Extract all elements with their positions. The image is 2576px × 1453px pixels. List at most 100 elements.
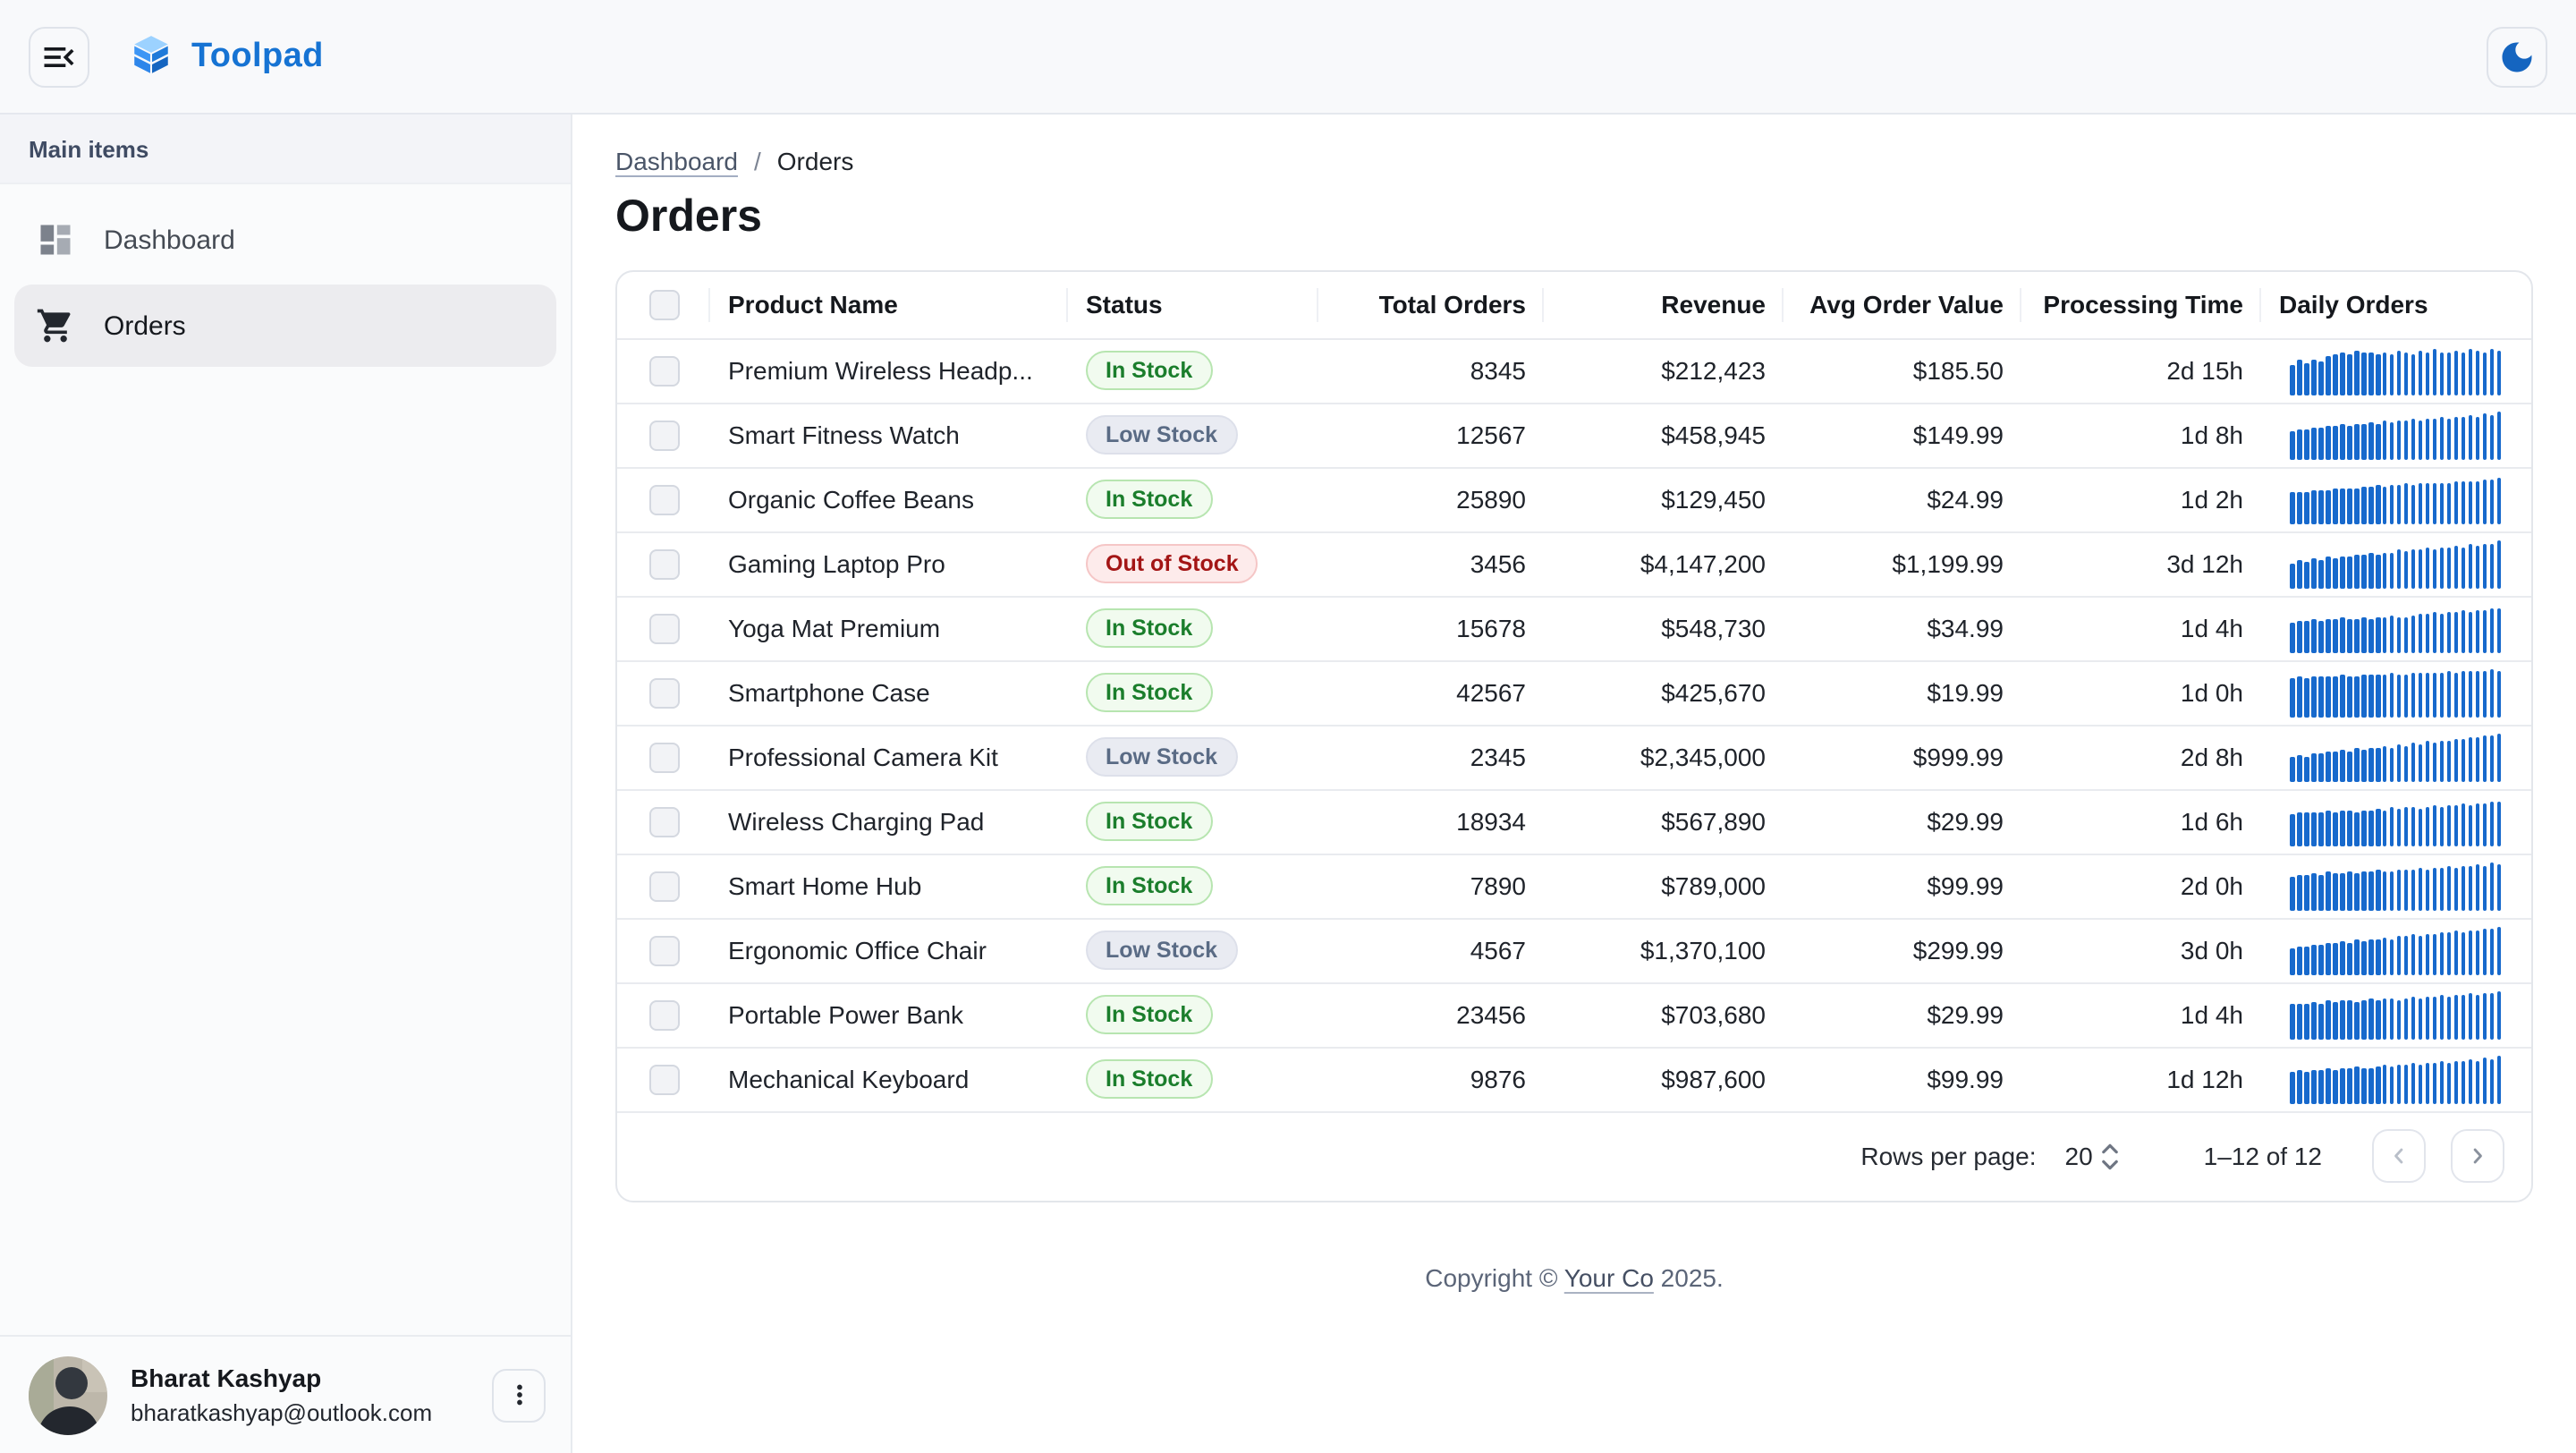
select-all-checkbox[interactable] <box>648 289 679 320</box>
row-checkbox[interactable] <box>648 806 679 837</box>
spark-bar <box>2403 483 2409 523</box>
orders-data-grid: Product Name Status Total Orders Revenue Avg… <box>615 270 2533 1202</box>
spark-bar <box>2332 354 2338 395</box>
row-checkbox[interactable] <box>648 1064 679 1094</box>
spark-bar <box>2318 489 2324 523</box>
revenue-cell: $212,423 <box>1544 338 1784 404</box>
table-row[interactable]: Professional Camera Kit Low Stock 2345 $2,3… <box>617 725 2531 790</box>
pagination-bar: Rows per page: 20 1–12 of 12 <box>617 1112 2531 1200</box>
column-header-label: Product Name <box>728 290 898 319</box>
table-row[interactable]: Ergonomic Office Chair Low Stock 4567 $1,37… <box>617 918 2531 983</box>
previous-page-button[interactable] <box>2372 1129 2426 1183</box>
spark-bar <box>2418 351 2423 395</box>
table-row[interactable]: Smart Home Hub In Stock 7890 $789,000 $99.99… <box>617 854 2531 919</box>
theme-toggle-button[interactable] <box>2487 26 2547 87</box>
row-checkbox[interactable] <box>648 871 679 901</box>
table-row[interactable]: Mechanical Keyboard In Stock 9876 $987,600 $… <box>617 1047 2531 1112</box>
chevron-right-icon <box>2473 1148 2482 1164</box>
table-row[interactable]: Yoga Mat Premium In Stock 15678 $548,730 $34… <box>617 596 2531 661</box>
spark-bar <box>2353 811 2360 845</box>
row-checkbox[interactable] <box>648 548 679 579</box>
status-cell: In Stock <box>1068 338 1318 404</box>
daily-orders-sparkline <box>2290 1055 2508 1103</box>
sidebar-item-dashboard[interactable]: Dashboard <box>14 199 556 281</box>
spark-bar <box>2482 803 2487 845</box>
sidebar-item-orders[interactable]: Orders <box>14 285 556 367</box>
spark-bar <box>2418 482 2423 523</box>
column-header-product-name[interactable]: Product Name <box>710 272 1068 339</box>
spark-bar <box>2461 1061 2466 1103</box>
row-checkbox[interactable] <box>648 484 679 514</box>
daily-orders-cell <box>2261 467 2531 532</box>
column-header-revenue[interactable]: Revenue <box>1544 272 1784 339</box>
table-row[interactable]: Smartphone Case In Stock 42567 $425,670 $19.… <box>617 660 2531 726</box>
spark-bar <box>2310 1069 2317 1103</box>
row-checkbox[interactable] <box>648 420 679 450</box>
table-row[interactable]: Smart Fitness Watch Low Stock 12567 $458,94… <box>617 403 2531 468</box>
spark-bar <box>2389 747 2394 781</box>
checkbox-cell <box>617 403 710 468</box>
spark-bar <box>2453 930 2459 974</box>
user-menu-button[interactable] <box>492 1368 546 1422</box>
rows-per-page-stepper[interactable] <box>2101 1143 2118 1169</box>
company-link[interactable]: Your Co <box>1563 1262 1654 1291</box>
checkbox-cell <box>617 338 710 404</box>
row-checkbox[interactable] <box>648 677 679 708</box>
spark-bar <box>2396 616 2402 652</box>
checkbox-cell <box>617 596 710 661</box>
spark-bar <box>2310 427 2317 459</box>
column-separator <box>2020 288 2021 321</box>
column-header-checkbox[interactable] <box>617 272 710 339</box>
spark-bar <box>2475 609 2480 652</box>
product-name-cell: Smartphone Case <box>710 660 1068 726</box>
row-checkbox[interactable] <box>648 935 679 965</box>
spark-bar <box>2310 1002 2317 1039</box>
status-cell: In Stock <box>1068 789 1318 854</box>
shopping-cart-icon <box>36 306 75 345</box>
table-row[interactable]: Gaming Laptop Pro Out of Stock 3456 $4,147,… <box>617 531 2531 597</box>
column-header-total-orders[interactable]: Total Orders <box>1318 272 1544 339</box>
row-checkbox[interactable] <box>648 742 679 772</box>
spark-bar <box>2310 752 2317 781</box>
table-row[interactable]: Premium Wireless Headp... In Stock 8345 $21… <box>617 338 2531 404</box>
spark-bar <box>2332 1069 2338 1103</box>
column-header-status[interactable]: Status <box>1068 272 1318 339</box>
spark-bar <box>2432 672 2437 717</box>
spark-bar <box>2368 811 2374 845</box>
spark-bar <box>2403 617 2409 652</box>
collapse-sidebar-button[interactable] <box>29 26 89 87</box>
spark-bar <box>2375 616 2380 652</box>
product-name-cell: Premium Wireless Headp... <box>710 338 1068 404</box>
table-row[interactable]: Portable Power Bank In Stock 23456 $703,680… <box>617 982 2531 1048</box>
spark-bar <box>2425 1062 2430 1103</box>
spark-bar <box>2475 803 2480 845</box>
spark-bar <box>2318 811 2324 845</box>
table-row[interactable]: Wireless Charging Pad In Stock 18934 $567,8… <box>617 789 2531 854</box>
column-header-processing-time[interactable]: Processing Time <box>2021 272 2261 339</box>
row-checkbox[interactable] <box>648 999 679 1030</box>
status-badge: Low Stock <box>1086 737 1238 777</box>
breadcrumb-link-dashboard[interactable]: Dashboard <box>615 147 738 175</box>
revenue-cell: $2,345,000 <box>1544 725 1784 790</box>
spark-bar <box>2389 871 2394 910</box>
spark-bar <box>2475 416 2480 459</box>
spark-bar <box>2353 1002 2360 1039</box>
next-page-button[interactable] <box>2451 1129 2504 1183</box>
row-checkbox[interactable] <box>648 613 679 643</box>
user-avatar[interactable] <box>29 1355 107 1434</box>
column-header-daily-orders[interactable]: Daily Orders <box>2261 272 2531 339</box>
column-header-avg-order-value[interactable]: Avg Order Value <box>1784 272 2021 339</box>
row-checkbox[interactable] <box>648 355 679 386</box>
spark-bar <box>2303 429 2309 459</box>
spark-bar <box>2318 1003 2324 1039</box>
total-orders-cell: 12567 <box>1318 403 1544 468</box>
brand[interactable]: Toolpad <box>129 34 324 79</box>
spark-bar <box>2303 947 2309 974</box>
rows-per-page-value[interactable]: 20 <box>2064 1142 2093 1170</box>
spark-bar <box>2346 618 2352 652</box>
spark-bar <box>2403 936 2409 974</box>
spark-bar <box>2411 672 2416 717</box>
spark-bar <box>2418 613 2423 652</box>
table-row[interactable]: Organic Coffee Beans In Stock 25890 $129,45… <box>617 467 2531 532</box>
